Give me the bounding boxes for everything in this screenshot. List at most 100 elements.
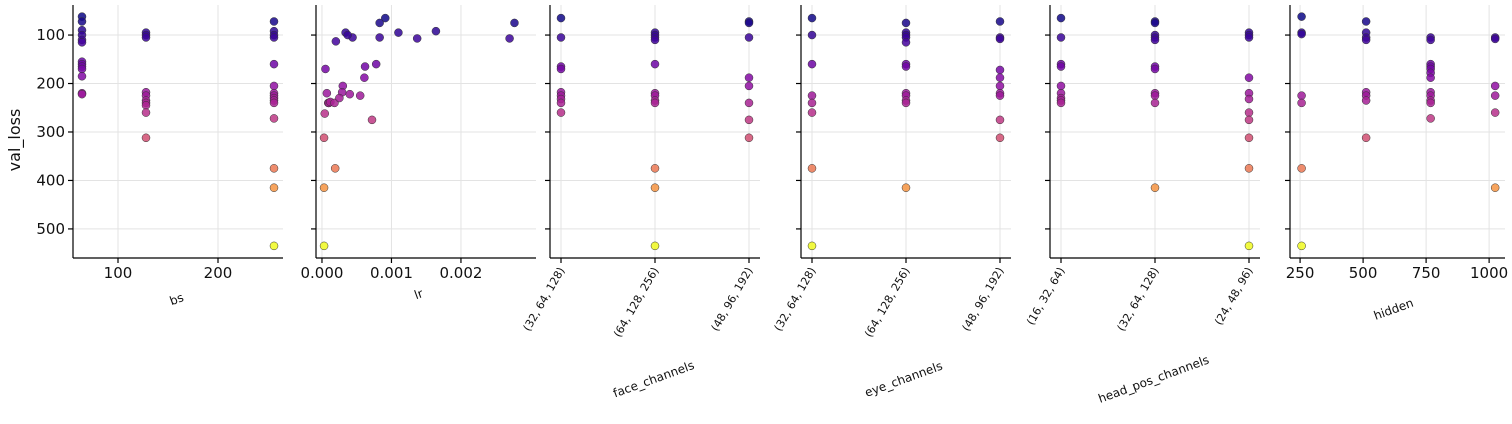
point: [650, 241, 660, 251]
point: [77, 17, 87, 26]
point: [77, 89, 87, 99]
point: [510, 18, 519, 28]
point: [995, 34, 1005, 44]
point: [360, 62, 370, 71]
point: [995, 17, 1005, 26]
point: [394, 28, 403, 37]
point: [744, 115, 754, 125]
point: [367, 115, 377, 125]
point: [901, 183, 911, 192]
x-axis-label: hidden: [1372, 296, 1415, 323]
point: [77, 71, 87, 81]
y-axis-label: val_loss: [5, 109, 25, 172]
point: [319, 241, 329, 251]
point: [1056, 62, 1066, 71]
x-tick-label: (64, 128, 256): [611, 265, 662, 340]
point: [1056, 98, 1066, 108]
point: [412, 34, 422, 43]
x-tick-label: 0.002: [439, 264, 482, 282]
x-tick-label: (48, 96, 192): [960, 265, 1007, 333]
point: [141, 133, 151, 143]
point: [650, 59, 660, 69]
point: [744, 33, 754, 42]
point: [650, 183, 660, 192]
y-tick-label: 400: [36, 171, 65, 189]
x-tick-label: 500: [1349, 264, 1378, 282]
point: [269, 33, 279, 42]
x-tick-label: 0.001: [370, 264, 413, 282]
point: [1150, 18, 1160, 28]
point: [807, 30, 817, 40]
point: [375, 33, 384, 42]
point: [556, 13, 566, 23]
point: [1297, 241, 1306, 251]
y-tick-label: 200: [36, 75, 65, 93]
point: [269, 98, 279, 108]
point: [1361, 133, 1371, 143]
point: [269, 114, 279, 123]
point: [141, 33, 151, 42]
point: [1490, 183, 1500, 192]
point: [1361, 96, 1371, 105]
point: [1361, 17, 1371, 26]
x-tick-label: 200: [204, 264, 233, 282]
point: [995, 91, 1005, 100]
point: [269, 81, 279, 91]
x-axis-label: bs: [168, 290, 186, 308]
point: [901, 38, 911, 47]
point: [807, 108, 817, 117]
point: [355, 91, 365, 100]
point: [1244, 241, 1254, 251]
y-tick-label: 100: [36, 26, 65, 44]
point: [1297, 29, 1306, 39]
point: [1244, 164, 1254, 173]
point: [807, 241, 817, 251]
x-axis-label: lr: [412, 286, 425, 302]
point: [1244, 108, 1254, 117]
point: [375, 18, 384, 28]
point: [269, 183, 279, 192]
point: [1490, 108, 1500, 117]
point: [650, 164, 660, 173]
point: [77, 38, 87, 47]
point: [556, 64, 566, 74]
point: [505, 34, 514, 43]
point: [1297, 98, 1306, 108]
x-tick-label: 0.000: [300, 264, 343, 282]
x-tick-label: (24, 48, 96): [1212, 265, 1256, 327]
x-tick-label: (16, 32, 64): [1024, 265, 1068, 327]
point: [381, 13, 390, 23]
point: [1490, 34, 1500, 44]
point: [744, 98, 754, 108]
point: [1150, 91, 1160, 100]
point: [1244, 73, 1254, 82]
point: [345, 89, 355, 99]
point: [744, 81, 754, 91]
point: [556, 33, 566, 42]
point: [995, 133, 1005, 143]
point: [319, 133, 329, 143]
point: [77, 64, 87, 74]
point: [360, 73, 369, 82]
point: [331, 37, 341, 46]
point: [335, 93, 344, 103]
point: [1056, 81, 1066, 91]
point: [744, 73, 754, 82]
point: [269, 241, 279, 251]
point: [807, 164, 817, 173]
point: [319, 183, 329, 192]
point: [1426, 35, 1435, 45]
point: [650, 35, 660, 45]
point: [995, 65, 1005, 75]
point: [141, 108, 151, 117]
point: [995, 81, 1005, 91]
x-axis-label: eye_channels: [863, 359, 944, 400]
x-tick-label: (32, 64, 128): [772, 265, 819, 333]
point: [650, 98, 660, 108]
point: [744, 133, 754, 143]
point: [807, 59, 817, 69]
point: [269, 59, 279, 69]
x-tick-label: 250: [1286, 264, 1315, 282]
point: [1244, 115, 1254, 125]
point: [1297, 164, 1306, 173]
